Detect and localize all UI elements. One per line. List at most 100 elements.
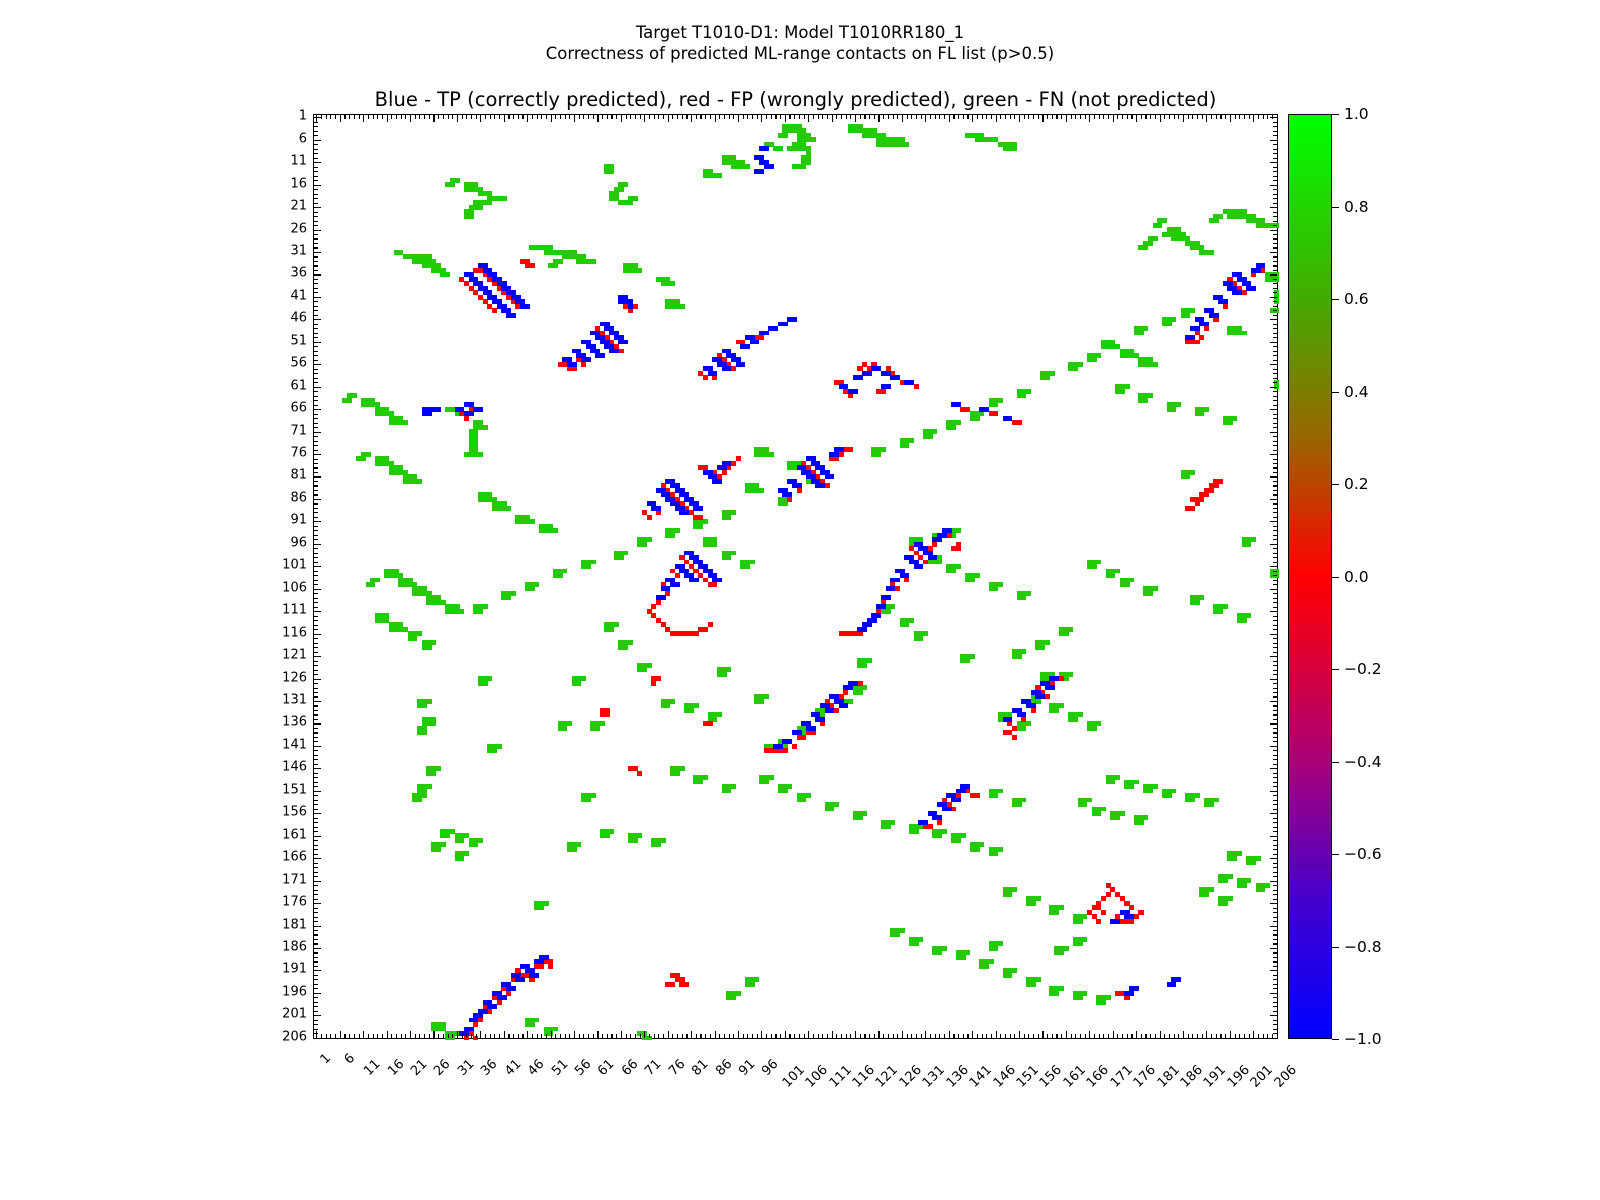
contact-cell-fp <box>674 496 680 502</box>
contact-cell-tp <box>1250 267 1256 273</box>
contact-cell-tp <box>520 977 526 983</box>
contact-cell-fp <box>946 802 952 807</box>
contact-cell-fn <box>1021 649 1027 655</box>
contact-cell-fn <box>473 424 479 430</box>
contact-cell-fn <box>674 528 680 534</box>
contact-cell-tp <box>937 815 943 821</box>
contact-cell-fn <box>702 775 708 780</box>
contact-cell-fp <box>1250 272 1256 278</box>
contact-cell-tp <box>1124 914 1130 920</box>
contact-cell-tp <box>791 317 797 322</box>
contact-cell-tp <box>515 972 521 978</box>
contact-cell-fn <box>1049 703 1055 709</box>
contact-cell-tp <box>618 335 624 340</box>
contact-cell-fn <box>1246 855 1252 861</box>
contact-cell-tp <box>604 321 610 327</box>
contact-map-plot-area[interactable] <box>313 114 1280 1041</box>
x-tick-label: 71 <box>642 1056 665 1080</box>
contact-cell-fn <box>403 474 409 480</box>
contact-cell-fn <box>1175 227 1182 233</box>
contact-cell-fn <box>1077 914 1083 920</box>
contact-cell-fp <box>951 546 957 551</box>
contact-cell-fp <box>829 456 835 462</box>
contact-cell-tp <box>721 366 727 372</box>
y-tick-label: 131 <box>282 692 307 708</box>
contact-cell-tp <box>1222 281 1228 287</box>
contact-cell-fp <box>529 977 535 983</box>
contact-cell-fn <box>1208 249 1214 255</box>
contact-cell-fn <box>1011 802 1018 807</box>
contact-cell-fn <box>862 811 868 816</box>
contact-cell-fn <box>744 564 751 569</box>
contact-cell-tp <box>487 999 493 1005</box>
contact-cell-fn <box>1227 330 1233 336</box>
contact-cell-fn <box>693 519 699 525</box>
contact-cell-tp <box>1030 689 1036 695</box>
contact-cell-fn <box>440 1022 446 1027</box>
contact-cell-tp <box>1232 290 1238 296</box>
contact-cell-tp <box>796 465 802 471</box>
contact-cell-fp <box>684 631 690 637</box>
contact-cell-fn <box>1133 352 1139 358</box>
contact-cell-tp <box>913 541 919 547</box>
contact-cell-tp <box>983 406 989 412</box>
contact-cell-fn <box>862 685 868 691</box>
y-tick-label: 1 <box>298 108 307 124</box>
contact-cell-fp <box>627 766 633 772</box>
contact-cell-tp <box>655 595 662 601</box>
contact-cell-fn <box>1068 361 1074 367</box>
contact-cell-fn <box>468 209 474 215</box>
contact-cell-fn <box>431 640 437 646</box>
contact-cell-tp <box>698 505 704 511</box>
contact-cell-fn <box>449 182 455 188</box>
contact-cell-fn <box>862 662 868 668</box>
contact-cell-fn <box>1227 415 1233 421</box>
contact-cell-fn <box>744 977 751 983</box>
contact-cell-fn <box>702 173 708 179</box>
contact-cell-fn <box>384 568 390 574</box>
contact-cell-fn <box>993 581 999 587</box>
contact-cell-fn <box>1175 231 1182 237</box>
contact-cell-fp <box>922 824 929 830</box>
contact-cell-tp <box>538 954 544 960</box>
x-tick-label: 206 <box>1271 1062 1300 1091</box>
contact-cell-fn <box>1250 860 1256 866</box>
contact-cell-tp <box>426 406 432 412</box>
contact-cell-fn <box>969 573 975 578</box>
contact-cell-fn <box>623 182 629 188</box>
contact-cell-fn <box>459 837 465 843</box>
contact-cell-tp <box>1185 335 1191 340</box>
contact-cell-fn <box>1021 725 1027 731</box>
contact-cell-tp <box>581 357 587 363</box>
contact-cell-tp <box>716 577 722 583</box>
contact-cell-fn <box>384 617 390 623</box>
x-tick-label: 16 <box>384 1056 408 1080</box>
colorbar[interactable] <box>1288 114 1332 1039</box>
contact-cell-fn <box>398 469 404 475</box>
contact-cell-tp <box>922 550 929 556</box>
y-tick-label: 191 <box>282 961 307 977</box>
contact-cell-fn <box>1236 330 1242 336</box>
contact-cell-fp <box>927 546 933 551</box>
contact-cell-fn <box>805 132 811 138</box>
contact-cell-fn <box>1180 308 1186 314</box>
contact-cell-fp <box>965 788 971 794</box>
contact-cell-tp <box>824 469 830 475</box>
contact-cell-fp <box>857 680 863 686</box>
contact-cell-fn <box>388 460 395 466</box>
contact-cell-fn <box>908 936 915 942</box>
contact-cell-fn <box>805 150 811 156</box>
contact-cell-tp <box>726 460 732 466</box>
contact-cell-fn <box>796 141 802 147</box>
contact-cell-fn <box>435 1022 441 1027</box>
x-tick-label: 86 <box>712 1056 735 1080</box>
contact-cell-fn <box>852 123 858 129</box>
contact-cell-fn <box>922 433 929 439</box>
contact-cell-fn <box>908 824 915 830</box>
contact-cell-tp <box>599 321 605 327</box>
contact-cell-fn <box>1190 240 1196 246</box>
contact-cell-fn <box>890 932 896 938</box>
contact-cell-tp <box>487 290 493 296</box>
contact-cell-fn <box>805 155 811 161</box>
contact-cell-fn <box>993 793 999 798</box>
